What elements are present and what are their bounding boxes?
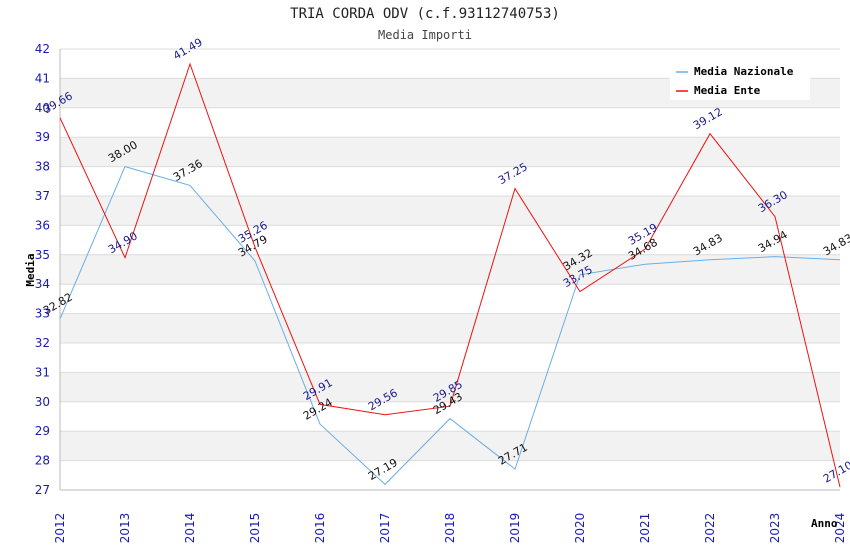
chart-title: TRIA CORDA ODV (c.f.93112740753): [290, 6, 560, 22]
series-line-media-nazionale: [59, 165, 841, 486]
legend-box: [670, 62, 810, 100]
grid-band: [60, 372, 840, 402]
y-tick-label: 27: [35, 483, 50, 497]
legend-label-media-ente: Media Ente: [694, 84, 761, 97]
x-tick-label: 2017: [378, 513, 392, 544]
axes: [59, 49, 840, 491]
y-tick-label: 34: [35, 277, 50, 291]
y-tick-label: 42: [35, 42, 50, 56]
x-tick-label: 2022: [703, 513, 717, 544]
y-tick-label: 33: [35, 307, 50, 321]
grid-band: [60, 137, 840, 167]
y-tick-label: 41: [35, 71, 50, 85]
grid-band: [60, 431, 840, 461]
y-tick-label: 40: [35, 101, 50, 115]
grid-band: [60, 313, 840, 343]
y-tick-label: 38: [35, 160, 50, 174]
x-tick-label: 2023: [768, 513, 782, 544]
x-tick-label: 2019: [508, 513, 522, 544]
y-tick-labels: 27 28 29 30 31 32 33 34 35 36 37 38 39 40 41 42: [35, 42, 50, 497]
x-tick-labels: 2012 2013 2014 2015 2016 2017 2018 2019 2020 2021…: [53, 513, 847, 544]
x-tick-label: 2021: [638, 513, 652, 544]
y-tick-label: 28: [35, 454, 50, 468]
x-tick-label: 2012: [53, 513, 67, 544]
y-tick-label: 32: [35, 336, 50, 350]
data-label: 39.12: [691, 105, 725, 132]
y-tick-label: 31: [35, 365, 50, 379]
x-axis-label: Anno: [811, 517, 838, 530]
grid-band: [60, 196, 840, 226]
y-axis-label: Media: [24, 253, 37, 286]
legend: Media Nazionale Media Ente: [670, 62, 810, 100]
x-tick-label: 2018: [443, 513, 457, 544]
y-tick-label: 29: [35, 424, 50, 438]
x-tick-label: 2024: [833, 513, 847, 544]
data-label: 34.94: [756, 228, 790, 255]
data-labels: 32.8238.0037.3634.7929.2427.1929.4327.71…: [41, 36, 850, 486]
data-label: 27.10: [821, 459, 850, 486]
data-label: 39.66: [41, 89, 75, 116]
x-tick-label: 2020: [573, 513, 587, 544]
series-line-media-ente: [59, 62, 841, 488]
legend-label-media-nazionale: Media Nazionale: [694, 65, 794, 78]
x-tick-label: 2014: [183, 513, 197, 544]
series-lines: [59, 62, 841, 488]
y-tick-label: 35: [35, 248, 50, 262]
data-label: 41.49: [171, 36, 205, 63]
chart-subtitle: Media Importi: [378, 28, 472, 42]
y-tick-label: 36: [35, 218, 50, 232]
x-tick-label: 2013: [118, 513, 132, 544]
y-tick-label: 30: [35, 395, 50, 409]
x-tick-label: 2016: [313, 513, 327, 544]
y-tick-label: 37: [35, 189, 50, 203]
y-tick-label: 39: [35, 130, 50, 144]
x-tick-label: 2015: [248, 513, 262, 544]
